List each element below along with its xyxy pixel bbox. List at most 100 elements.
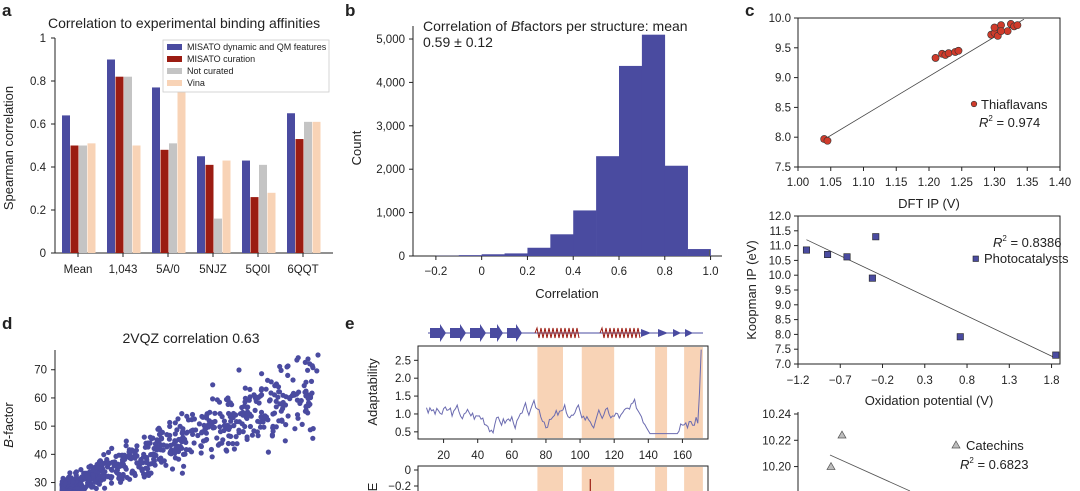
panel-c2-point (824, 250, 832, 258)
panel-d-point (181, 463, 187, 469)
panel-d-point (167, 423, 173, 429)
panel-a-bar-3 (267, 192, 276, 253)
panel-e-track-strand (641, 329, 651, 337)
panel-d-point (203, 430, 209, 436)
panel-d-point (208, 446, 214, 453)
panel-d-point (85, 474, 91, 480)
panel-d-point (217, 411, 223, 417)
panel-e-highlight (655, 347, 668, 438)
panel-c1-legend-label: Thiaflavans (981, 97, 1048, 112)
panel-c1-xtick-label: 1.15 (885, 177, 907, 189)
panel-d-point (207, 409, 213, 415)
panel-d-point (145, 466, 151, 472)
panel-a-bar-3 (312, 121, 321, 253)
panel-d-point (259, 392, 265, 398)
panel-d-point (305, 356, 311, 362)
panel-d-point (254, 429, 260, 435)
panel-a-bar-chart: Correlation to experimental binding affi… (1, 15, 333, 276)
panel-d-point (253, 398, 259, 404)
panel-c1-point (823, 136, 832, 145)
panel-b-bar (596, 156, 620, 256)
panel-a-bar-2 (124, 76, 132, 253)
panel-c1-xtick-label: 1.00 (787, 177, 809, 189)
panel-d-point (191, 440, 197, 446)
panel-d-point (212, 410, 218, 416)
panel-c-catechins-scatter: 10.20 10.22 10.24 Catechins R2 = 0.6823 (762, 409, 1028, 491)
panel-d-point (167, 450, 173, 456)
panel-c2-ytick-label: 7.0 (775, 359, 791, 371)
panel-a-xtick-label: 5A/0 (156, 264, 180, 276)
panel-d-point (78, 467, 84, 473)
panel-c1-xtick-label: 1.05 (820, 177, 842, 189)
panel-d-point (277, 363, 283, 370)
panel-c2-point (843, 253, 851, 261)
panel-c2-ytick-label: 11.5 (769, 226, 791, 238)
panel-d-point (73, 470, 79, 476)
panel-d-point (159, 429, 165, 435)
panel-a-bar-3 (87, 143, 96, 253)
panel-e-adaptability-line (426, 349, 702, 435)
panel-d-point (145, 444, 151, 450)
panel-a-legend-box (162, 39, 330, 93)
panel-c2-xtick-label: −0.7 (829, 375, 852, 387)
panel-label-e: e (345, 314, 354, 333)
panel-label-c: c (745, 1, 754, 20)
panel-e-track-strand (673, 329, 681, 337)
panel-d-point (276, 389, 282, 395)
panel-d-point (88, 463, 94, 469)
panel-d-point (287, 395, 293, 401)
panel-d-point (234, 441, 240, 447)
panel-c1-legend-marker (970, 100, 978, 108)
panel-b-bar (687, 249, 711, 256)
panel-c1-point (954, 46, 963, 55)
panel-d-point (100, 473, 106, 479)
panel-e-track-strand (470, 324, 486, 342)
panel-a-bar-0 (107, 59, 115, 253)
panel-d-point (275, 394, 281, 400)
panel-d-point (198, 443, 204, 450)
panel-b-bar (619, 65, 643, 256)
panel-a-bar-2 (304, 121, 312, 253)
panel-d-point (172, 431, 178, 437)
panel-d-point (154, 437, 160, 443)
panel-d-point (123, 443, 129, 449)
panel-d-point (283, 422, 289, 428)
panel-c2-legend-marker (972, 255, 979, 262)
panel-d-point (305, 403, 311, 409)
panel-e-lower-highlight (684, 467, 703, 491)
panel-a-legend-swatch (167, 80, 182, 86)
panel-d-point (282, 438, 288, 444)
panel-d-point (144, 457, 150, 463)
panel-b-bar (458, 255, 482, 256)
panel-b-histogram: Correlation of Bfactors per structure: m… (349, 18, 722, 301)
panel-e-secondary-structure-track (428, 324, 703, 342)
panel-d-point (224, 448, 230, 454)
panel-a-xtick-label: 5NJZ (199, 264, 226, 276)
panel-b-bar (664, 165, 688, 256)
panel-d-point (302, 389, 308, 395)
panel-d-point (259, 371, 265, 377)
panel-d-point (80, 488, 86, 491)
panel-a-bar-2 (79, 145, 87, 253)
panel-b-xtick-label: −0.2 (425, 266, 448, 278)
panel-d-point (212, 418, 218, 425)
panel-d-point (301, 383, 307, 389)
panel-d-point (183, 447, 189, 453)
panel-a-legend-label: Not curated (187, 66, 234, 76)
panel-d-point (152, 462, 158, 468)
panel-b-bar (641, 34, 666, 256)
panel-a-xtick-label: Mean (64, 264, 93, 276)
panel-d-point (296, 389, 302, 395)
panel-a-bar-1 (160, 149, 169, 253)
panel-d-point (314, 368, 320, 374)
panel-c3-point (837, 430, 847, 439)
panel-c1-xtick-label: 1.25 (951, 177, 973, 189)
panel-e-ytick-label: 2.0 (395, 373, 411, 385)
panel-d-point (141, 434, 147, 440)
panel-d-point (275, 384, 282, 390)
panel-b-xtick-label: 0.8 (657, 266, 673, 278)
panel-a-bar-3 (222, 160, 231, 253)
panel-d-ytick-label: 30 (34, 478, 47, 490)
panel-d-point (127, 476, 133, 482)
panel-d-point (233, 419, 240, 425)
